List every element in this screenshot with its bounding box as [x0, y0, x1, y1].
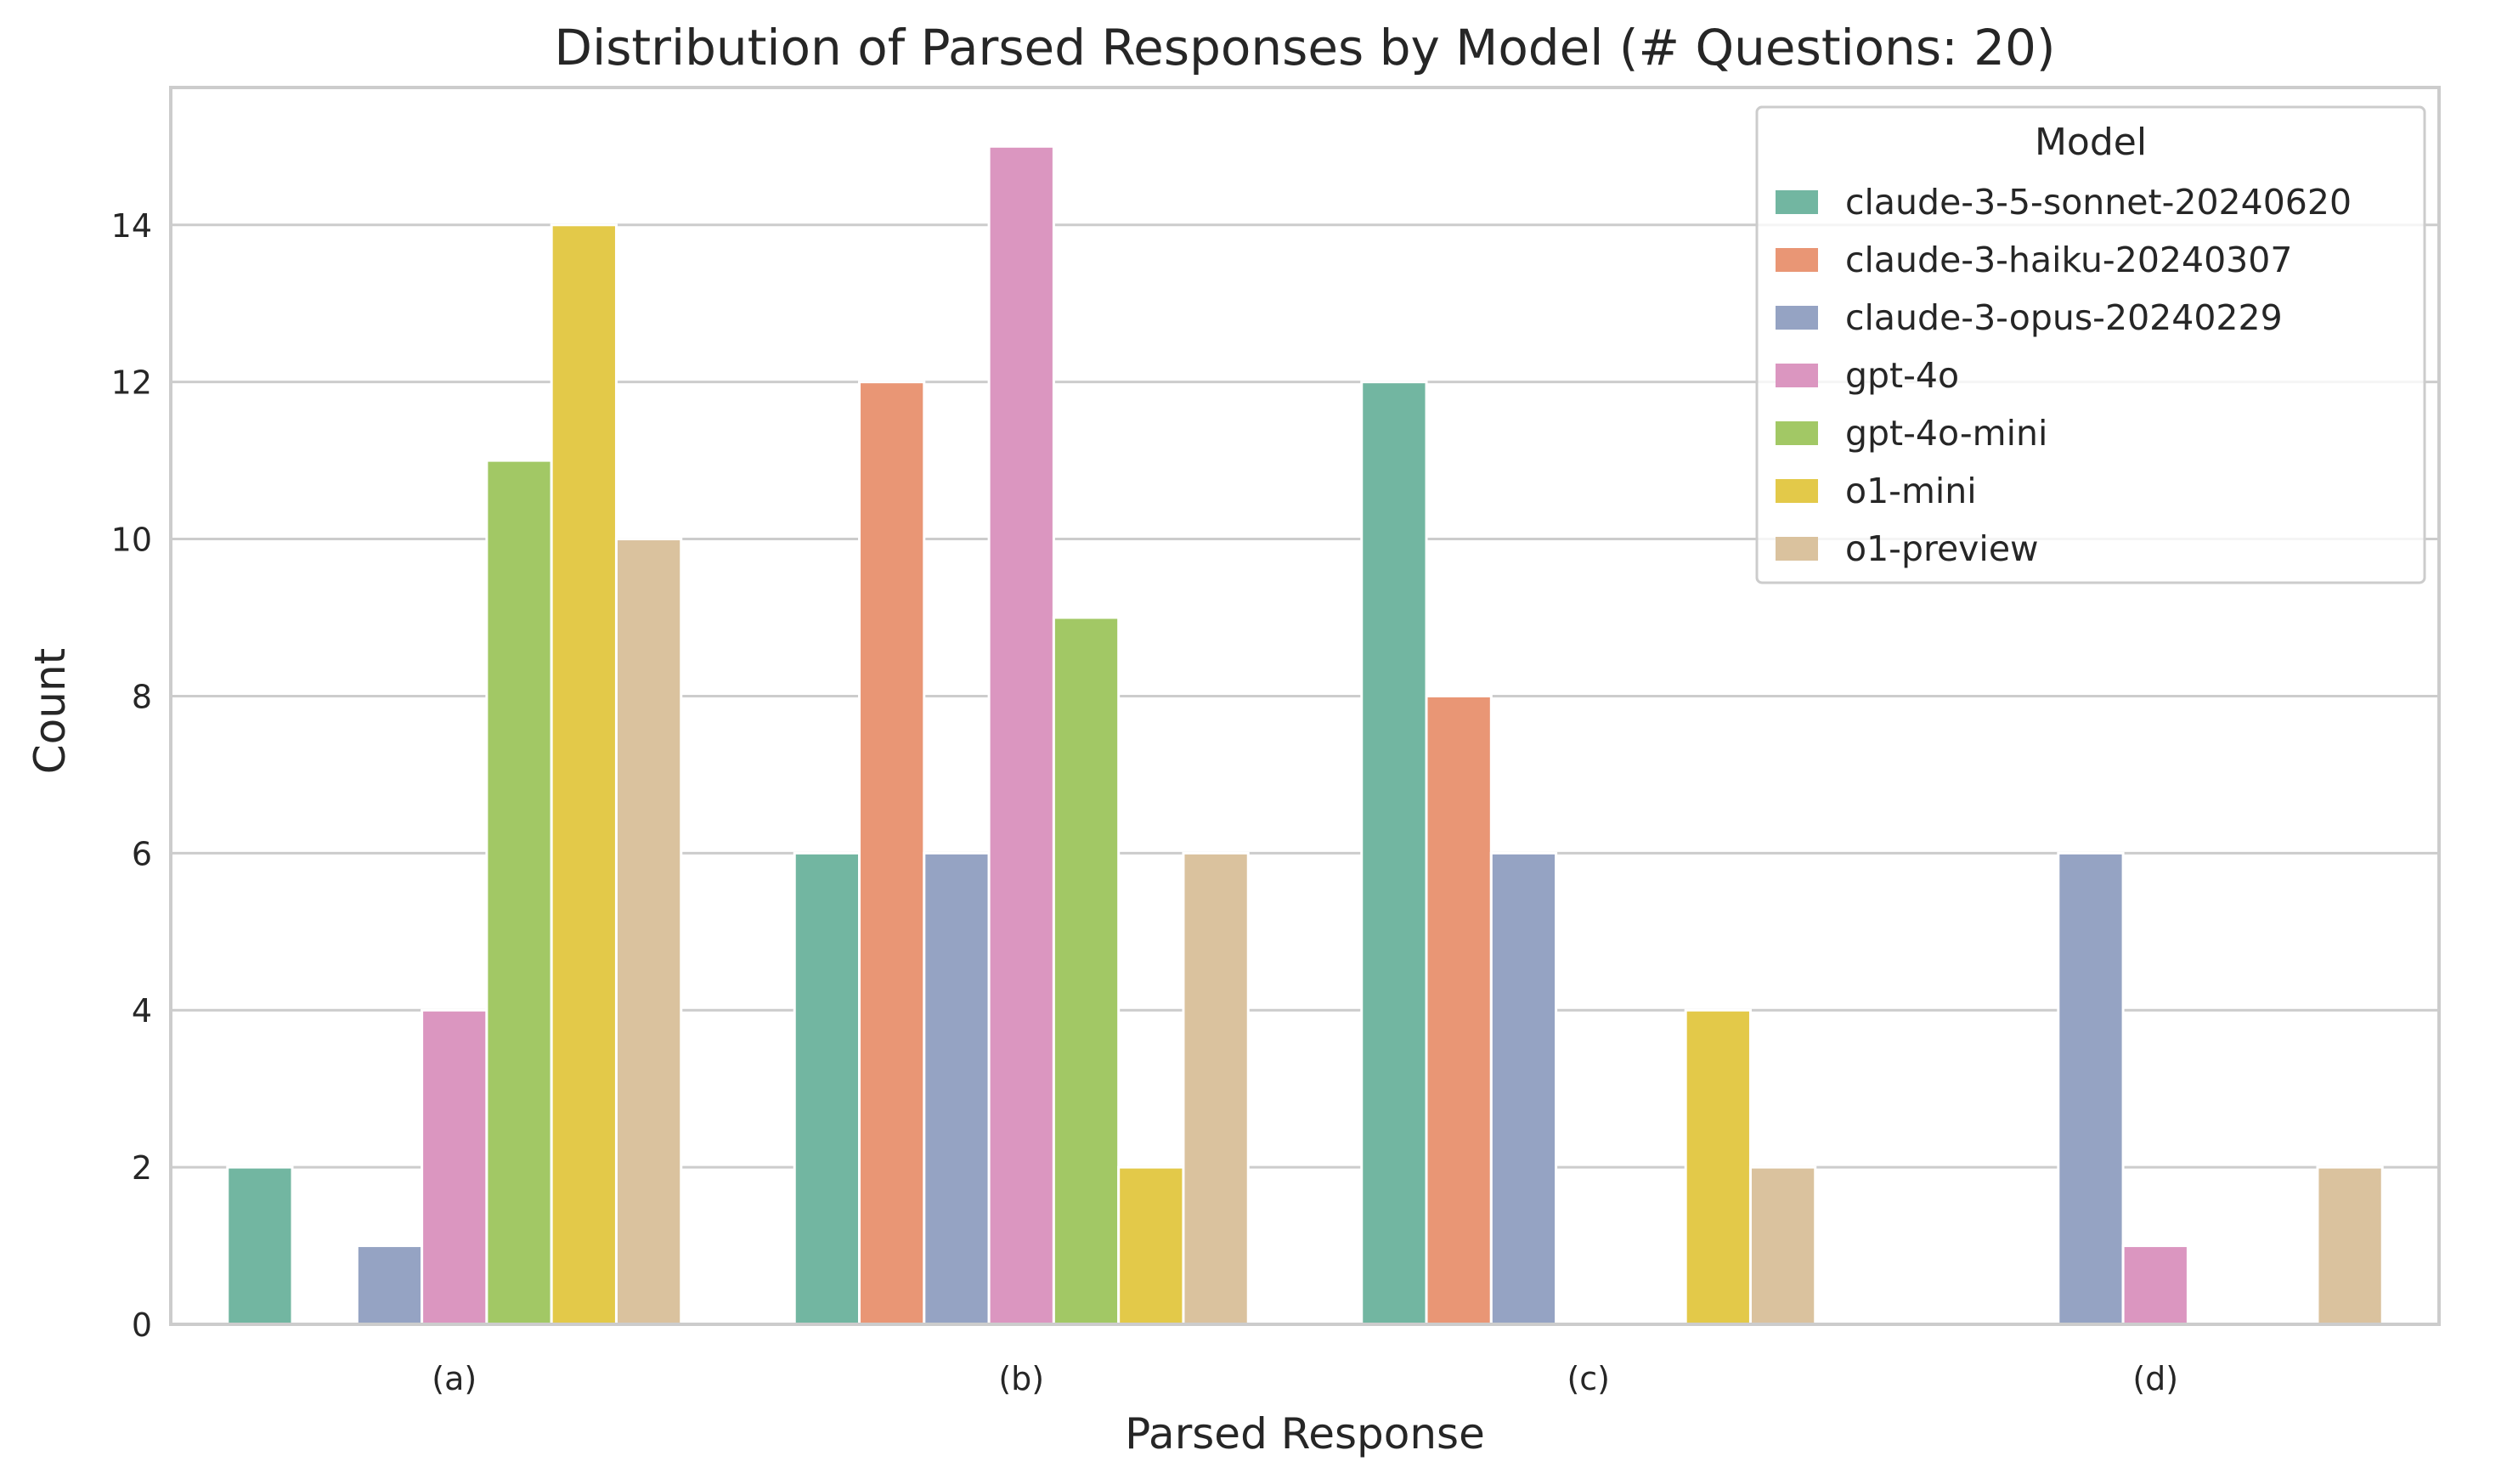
legend-swatch	[1776, 306, 1818, 330]
bar-o1-mini-b	[1117, 1165, 1185, 1326]
legend-swatch	[1776, 479, 1818, 503]
bar-o1-mini-c	[1684, 1008, 1752, 1326]
legend-swatch	[1776, 537, 1818, 561]
y-tick-label: 10	[111, 522, 152, 559]
legend-entry: gpt-4o-mini	[1845, 413, 2047, 454]
legend-entry: gpt-4o	[1845, 355, 1959, 396]
y-tick-label: 12	[111, 364, 152, 402]
legend-entry: o1-preview	[1845, 528, 2039, 569]
bar-claude-3-5-sonnet-20240620-a	[226, 1165, 294, 1326]
x-axis-label: Parsed Response	[1125, 1409, 1485, 1459]
bar-claude-3-5-sonnet-20240620-c	[1360, 381, 1428, 1326]
bar-gpt-4o-mini-a	[485, 459, 553, 1326]
bar-claude-3-haiku-20240307-b	[858, 381, 926, 1326]
bar-o1-preview-c	[1748, 1165, 1817, 1326]
legend-title: Model	[2035, 121, 2147, 164]
bar-o1-preview-d	[2316, 1165, 2384, 1326]
legend-swatch	[1776, 364, 1818, 387]
legend-box	[1755, 105, 2426, 584]
bar-o1-mini-a	[550, 223, 618, 1326]
x-tick-label: (a)	[432, 1360, 477, 1397]
bar-claude-3-opus-20240229-b	[923, 851, 991, 1326]
bar-claude-3-opus-20240229-c	[1489, 851, 1558, 1326]
y-tick-label: 4	[132, 992, 152, 1030]
bar-gpt-4o-b	[987, 144, 1055, 1326]
bar-claude-3-opus-20240229-a	[355, 1244, 424, 1326]
bar-gpt-4o-mini-b	[1052, 616, 1121, 1326]
chart-title: Distribution of Parsed Responses by Mode…	[554, 19, 2055, 76]
bar-gpt-4o-a	[421, 1008, 488, 1326]
legend-entry: claude-3-opus-20240229	[1845, 297, 2283, 338]
y-tick-label: 0	[132, 1306, 152, 1344]
legend-swatch	[1776, 248, 1818, 272]
legend-entry: claude-3-5-sonnet-20240620	[1845, 182, 2352, 223]
y-axis-label: Count	[25, 648, 75, 775]
x-axis-ticks: (a) (b) (c) (d)	[432, 1360, 2178, 1397]
y-tick-label: 6	[132, 835, 152, 872]
bar-claude-3-5-sonnet-20240620-b	[793, 851, 861, 1326]
legend-entry: o1-mini	[1845, 471, 1977, 511]
legend-entry: claude-3-haiku-20240307	[1845, 240, 2292, 280]
x-tick-label: (c)	[1567, 1360, 1610, 1397]
x-tick-label: (d)	[2132, 1360, 2178, 1397]
legend-swatch	[1776, 190, 1818, 214]
bars	[226, 144, 2384, 1326]
bar-o1-preview-a	[614, 538, 683, 1326]
bar-gpt-4o-d	[2121, 1244, 2189, 1326]
y-tick-label: 2	[132, 1149, 152, 1187]
y-tick-label: 8	[132, 678, 152, 715]
legend-swatch	[1776, 421, 1818, 445]
y-tick-label: 14	[111, 207, 152, 245]
x-tick-label: (b)	[998, 1360, 1044, 1397]
bar-claude-3-opus-20240229-d	[2057, 851, 2125, 1326]
plot-frame	[169, 86, 2441, 1326]
bar-claude-3-haiku-20240307-c	[1425, 694, 1493, 1326]
y-axis-ticks: 0 2 4 6 8 10 12 14	[111, 207, 152, 1344]
bar-o1-preview-b	[1182, 851, 1250, 1326]
legend: Model claude-3-5-sonnet-20240620 claude-3…	[1755, 105, 2426, 584]
